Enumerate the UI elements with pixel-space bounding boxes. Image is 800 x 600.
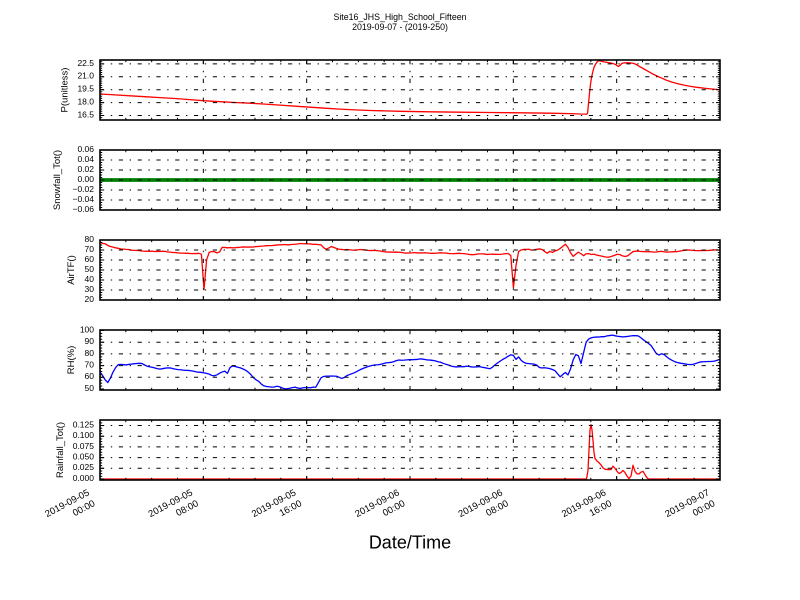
svg-text:100: 100 (80, 324, 94, 334)
svg-text:70: 70 (85, 244, 95, 254)
svg-text:22.5: 22.5 (77, 58, 94, 68)
svg-text:20: 20 (85, 294, 95, 304)
svg-text:0.00: 0.00 (77, 174, 94, 184)
svg-text:Rainfall_Tot(): Rainfall_Tot() (55, 422, 66, 478)
svg-text:21.0: 21.0 (77, 71, 94, 81)
svg-text:Site16_JHS_High_School_Fifteen: Site16_JHS_High_School_Fifteen (333, 12, 466, 22)
svg-text:−0.02: −0.02 (72, 184, 94, 194)
svg-text:Snowfall_Tot(): Snowfall_Tot() (52, 150, 63, 210)
svg-text:−0.04: −0.04 (72, 194, 94, 204)
svg-text:0.075: 0.075 (73, 441, 95, 451)
svg-text:AirTF(): AirTF() (66, 255, 77, 285)
svg-text:90: 90 (85, 336, 95, 346)
svg-text:0.02: 0.02 (77, 164, 94, 174)
svg-text:80: 80 (85, 348, 95, 358)
svg-text:P(unitless): P(unitless) (59, 68, 70, 113)
svg-text:40: 40 (85, 274, 95, 284)
svg-text:16.5: 16.5 (77, 109, 94, 119)
svg-text:70: 70 (85, 359, 95, 369)
svg-text:60: 60 (85, 254, 95, 264)
svg-text:Date/Time: Date/Time (369, 533, 451, 553)
svg-text:0.000: 0.000 (73, 473, 95, 483)
svg-text:0.100: 0.100 (73, 430, 95, 440)
svg-text:RH(%): RH(%) (66, 346, 77, 375)
svg-text:0.04: 0.04 (77, 154, 94, 164)
svg-text:19.5: 19.5 (77, 84, 94, 94)
svg-text:0.025: 0.025 (73, 462, 95, 472)
svg-text:18.0: 18.0 (77, 96, 94, 106)
svg-text:0.06: 0.06 (77, 144, 94, 154)
svg-text:50: 50 (85, 383, 95, 393)
svg-text:50: 50 (85, 264, 95, 274)
svg-text:0.125: 0.125 (73, 419, 95, 429)
svg-text:0.050: 0.050 (73, 451, 95, 461)
svg-text:80: 80 (85, 234, 95, 244)
svg-text:−0.06: −0.06 (72, 204, 94, 214)
svg-text:2019-09-07 - (2019-250): 2019-09-07 - (2019-250) (352, 22, 448, 32)
svg-text:60: 60 (85, 371, 95, 381)
svg-text:30: 30 (85, 284, 95, 294)
